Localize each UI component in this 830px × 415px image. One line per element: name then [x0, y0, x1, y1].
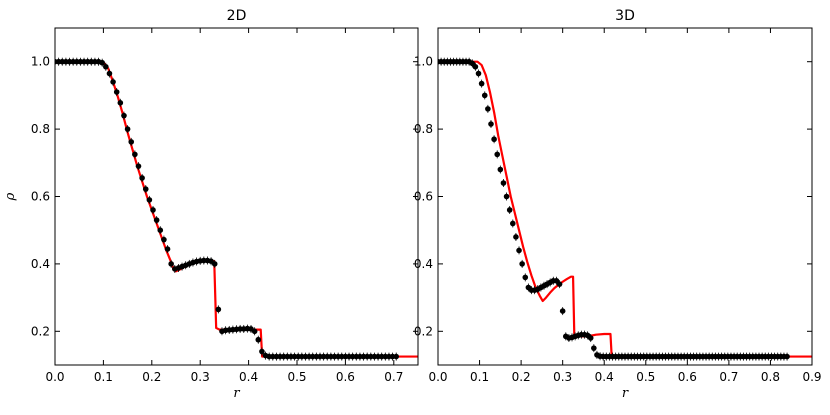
x-axis-label: r — [622, 386, 629, 401]
x-tick-label: 0.0 — [428, 370, 447, 384]
data-point — [117, 100, 124, 106]
data-point — [556, 281, 563, 287]
plot-area — [55, 57, 418, 361]
data-point — [255, 336, 262, 343]
data-point — [516, 247, 522, 254]
data-point — [146, 197, 153, 203]
x-tick-label: 0.6 — [678, 370, 697, 384]
data-point — [150, 207, 156, 213]
data-point — [472, 63, 479, 70]
x-tick-label: 0.7 — [719, 370, 738, 384]
axes-frame — [54, 27, 419, 366]
x-tick-label: 0.0 — [45, 370, 64, 384]
x-tick-label: 0.5 — [636, 370, 655, 384]
data-point — [591, 345, 597, 351]
data-point — [393, 353, 400, 360]
x-tick-label: 0.3 — [553, 370, 572, 384]
data-point — [506, 207, 513, 213]
data-point — [139, 175, 145, 181]
y-tick-label: 0.6 — [414, 190, 433, 204]
data-point — [103, 63, 109, 70]
x-tick-label: 0.4 — [239, 370, 258, 384]
data-point — [215, 306, 222, 313]
data-point — [478, 80, 485, 87]
x-tick-label: 0.5 — [287, 370, 306, 384]
data-point — [251, 328, 258, 335]
x-tick-label: 0.1 — [94, 370, 113, 384]
axes-frame — [437, 27, 813, 366]
panel-3d: 3D 0.0 0.1 0.2 0.3 0.4 0.5 0.6 0.7 0.8 0.9 0.2 0.4 0.… — [414, 8, 822, 401]
data-point — [500, 180, 507, 186]
data-point — [168, 261, 174, 267]
data-point — [211, 261, 218, 267]
data-point — [124, 126, 131, 132]
data-point — [132, 151, 138, 158]
data-point — [99, 59, 105, 66]
data-point — [113, 89, 120, 95]
data-point — [110, 79, 116, 85]
data-point — [142, 186, 149, 192]
data-point — [153, 217, 160, 223]
data-point — [510, 220, 516, 227]
y-tick-label: 0.8 — [414, 122, 433, 136]
y-tick-label: 0.4 — [31, 257, 50, 271]
data-point — [494, 151, 501, 158]
data-point — [161, 236, 167, 243]
data-point — [121, 112, 127, 119]
y-tick-label: 1.0 — [414, 55, 433, 69]
data-point — [522, 274, 529, 281]
x-tick-label: 0.8 — [761, 370, 780, 384]
data-point — [164, 246, 171, 252]
data-point — [587, 335, 594, 341]
x-tick-label: 0.9 — [802, 370, 821, 384]
data-point — [559, 308, 566, 314]
y-tick-label: 0.4 — [414, 257, 433, 271]
data-point — [513, 234, 519, 240]
y-tick-label: 1.0 — [31, 55, 50, 69]
data-point — [475, 70, 482, 77]
x-tick-label: 0.1 — [470, 370, 489, 384]
data-point — [157, 227, 164, 233]
data-point — [503, 193, 510, 200]
model-line — [438, 60, 812, 358]
x-tick-label: 0.6 — [336, 370, 355, 384]
data-point — [488, 121, 494, 127]
x-tick-label: 0.2 — [512, 370, 531, 384]
y-tick-label: 0.6 — [31, 190, 50, 204]
panel-title: 2D — [227, 8, 247, 24]
model-line — [55, 60, 418, 358]
data-point — [481, 92, 488, 99]
panel-title: 3D — [615, 8, 635, 24]
data-point — [519, 261, 525, 267]
data-point — [485, 106, 491, 112]
data-point — [491, 136, 497, 143]
y-tick-label: 0.2 — [414, 324, 433, 338]
y-axis-label: ρ — [3, 192, 18, 201]
x-axis-label: r — [233, 386, 240, 401]
plot-area — [438, 57, 812, 361]
data-point — [497, 166, 504, 173]
x-tick-label: 0.7 — [384, 370, 403, 384]
data-point — [259, 348, 265, 355]
y-tick-label: 0.2 — [31, 324, 50, 338]
data-point — [135, 163, 142, 169]
x-tick-label: 0.3 — [191, 370, 210, 384]
data-point — [784, 353, 790, 360]
data-point — [106, 70, 113, 77]
data-point — [128, 139, 135, 145]
x-tick-label: 0.2 — [142, 370, 161, 384]
x-tick-label: 0.4 — [595, 370, 614, 384]
y-tick-label: 0.8 — [31, 122, 50, 136]
panel-2d: 2D 0.0 0.1 0.2 0.3 0.4 0.5 0.6 0.7 0.2 0.4 0.6 0.8 1.… — [3, 8, 419, 401]
